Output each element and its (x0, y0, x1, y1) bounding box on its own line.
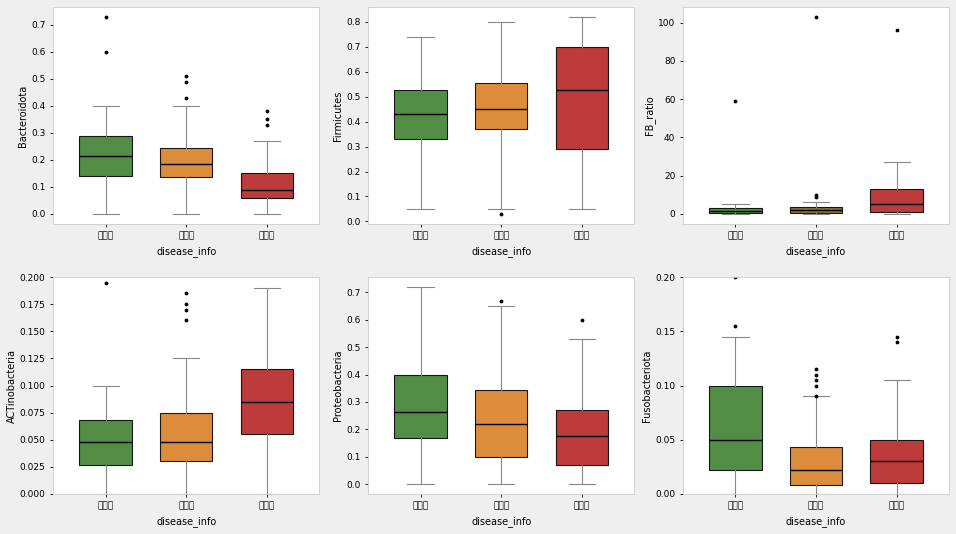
PathPatch shape (555, 47, 608, 149)
PathPatch shape (79, 420, 132, 465)
Y-axis label: ACTinobacteria: ACTinobacteria (7, 349, 17, 422)
Y-axis label: Firmicutes: Firmicutes (334, 90, 343, 140)
PathPatch shape (475, 390, 528, 457)
PathPatch shape (160, 413, 212, 461)
PathPatch shape (79, 136, 132, 176)
PathPatch shape (790, 207, 842, 213)
PathPatch shape (394, 374, 446, 437)
PathPatch shape (555, 410, 608, 465)
X-axis label: disease_info: disease_info (156, 516, 216, 527)
PathPatch shape (709, 208, 762, 214)
PathPatch shape (241, 369, 293, 434)
X-axis label: disease_info: disease_info (471, 246, 532, 257)
PathPatch shape (475, 83, 528, 129)
PathPatch shape (394, 90, 446, 139)
PathPatch shape (790, 447, 842, 485)
Y-axis label: Proteobacteria: Proteobacteria (334, 350, 343, 421)
X-axis label: disease_info: disease_info (156, 246, 216, 257)
Y-axis label: Fusobacteriota: Fusobacteriota (642, 349, 653, 422)
X-axis label: disease_info: disease_info (786, 516, 846, 527)
PathPatch shape (160, 148, 212, 177)
PathPatch shape (709, 386, 762, 470)
X-axis label: disease_info: disease_info (471, 516, 532, 527)
PathPatch shape (241, 174, 293, 198)
Y-axis label: FB_ratio: FB_ratio (644, 96, 656, 135)
PathPatch shape (871, 189, 923, 213)
Y-axis label: Bacteroidota: Bacteroidota (18, 84, 29, 146)
X-axis label: disease_info: disease_info (786, 246, 846, 257)
PathPatch shape (871, 439, 923, 483)
